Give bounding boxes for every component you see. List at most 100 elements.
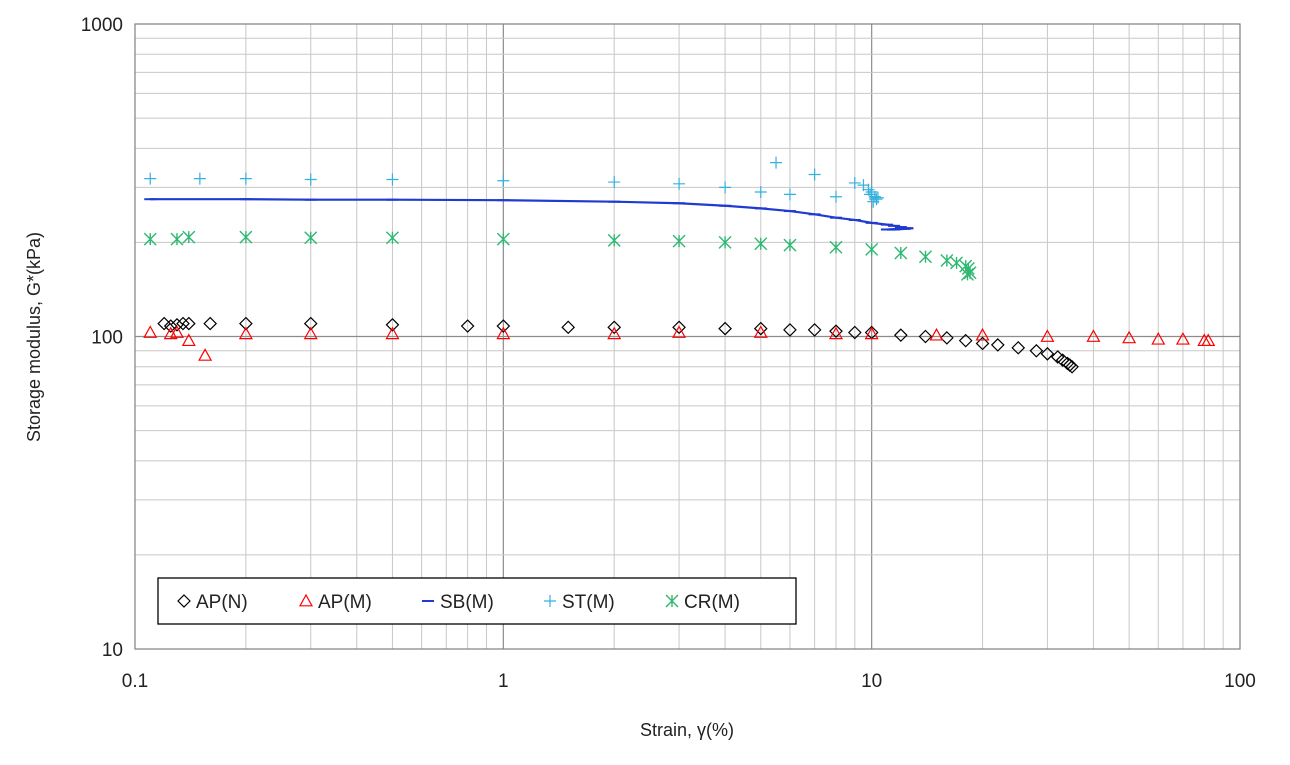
data-point bbox=[672, 234, 686, 248]
data-point bbox=[770, 156, 783, 169]
data-point bbox=[808, 168, 821, 181]
data-point bbox=[163, 319, 178, 333]
data-point bbox=[198, 348, 213, 361]
data-point bbox=[607, 320, 622, 335]
data-point bbox=[1122, 330, 1137, 344]
data-point bbox=[961, 262, 975, 276]
data-point bbox=[386, 173, 399, 186]
data-point bbox=[864, 188, 877, 201]
data-point bbox=[783, 238, 797, 252]
data-point bbox=[865, 242, 879, 256]
data-point bbox=[170, 317, 184, 332]
data-point bbox=[496, 326, 511, 340]
data-point bbox=[960, 267, 974, 281]
series-layer bbox=[143, 156, 1216, 374]
data-point bbox=[1151, 332, 1166, 345]
x-axis-title: Strain, γ(%) bbox=[640, 720, 734, 740]
legend-label: SB(M) bbox=[440, 592, 494, 613]
data-point bbox=[864, 326, 879, 340]
data-point bbox=[303, 316, 318, 331]
data-point bbox=[1062, 358, 1077, 372]
data-point bbox=[870, 193, 883, 206]
data-point bbox=[990, 338, 1005, 352]
data-point bbox=[239, 316, 253, 331]
data-point bbox=[304, 173, 317, 186]
data-point bbox=[181, 333, 196, 347]
data-point bbox=[940, 254, 954, 268]
data-point bbox=[950, 256, 964, 270]
legend-marker bbox=[665, 594, 679, 608]
data-point bbox=[460, 319, 475, 333]
data-point bbox=[239, 230, 253, 244]
data-point bbox=[1086, 329, 1101, 342]
data-point bbox=[1011, 340, 1026, 355]
data-point bbox=[1040, 347, 1055, 361]
data-point bbox=[754, 237, 768, 251]
tick-labels: 0.1 1 10 100 10 100 1000 bbox=[81, 15, 1256, 692]
y-tick-label: 100 bbox=[91, 328, 123, 349]
legend-item: AP(N) bbox=[177, 592, 248, 613]
data-point bbox=[975, 336, 990, 351]
data-point bbox=[783, 323, 797, 337]
data-point bbox=[182, 230, 196, 244]
data-point bbox=[496, 232, 510, 246]
data-point bbox=[385, 317, 400, 332]
data-point bbox=[893, 328, 908, 342]
data-point bbox=[719, 181, 732, 194]
x-tick-label: 100 bbox=[1224, 671, 1256, 692]
legend-item: ST(M) bbox=[544, 592, 615, 613]
x-tick-label: 10 bbox=[861, 671, 882, 692]
data-point bbox=[238, 326, 253, 340]
legend-marker bbox=[298, 593, 314, 607]
grid-layer bbox=[135, 24, 1240, 649]
series-line bbox=[150, 198, 908, 231]
data-point bbox=[894, 246, 908, 260]
data-point bbox=[143, 232, 157, 246]
data-point bbox=[143, 325, 158, 338]
data-point bbox=[303, 326, 318, 340]
legend-marker bbox=[177, 594, 191, 608]
data-point bbox=[1029, 343, 1044, 358]
data-point bbox=[829, 190, 842, 203]
data-point bbox=[673, 177, 686, 190]
legend-label: AP(N) bbox=[196, 592, 248, 613]
plot-frame bbox=[134, 23, 1241, 650]
data-point bbox=[865, 186, 878, 199]
data-point bbox=[497, 174, 510, 187]
data-point bbox=[561, 320, 576, 335]
legend-item: AP(M) bbox=[298, 592, 372, 613]
data-point bbox=[718, 321, 732, 336]
data-point bbox=[1040, 329, 1055, 342]
data-point bbox=[918, 329, 933, 344]
y-tick-label: 1000 bbox=[81, 15, 123, 36]
data-point bbox=[753, 321, 768, 336]
data-point bbox=[385, 326, 400, 340]
data-point bbox=[848, 176, 861, 189]
data-point bbox=[807, 323, 822, 337]
data-point bbox=[169, 325, 184, 338]
data-point bbox=[607, 326, 622, 340]
legend-item: CR(M) bbox=[665, 592, 740, 613]
data-point bbox=[496, 319, 511, 333]
data-point bbox=[176, 316, 190, 331]
data-point bbox=[170, 232, 184, 246]
data-point bbox=[828, 326, 843, 340]
data-point bbox=[753, 325, 768, 338]
data-point bbox=[754, 186, 767, 199]
data-point bbox=[385, 231, 399, 245]
data-point bbox=[239, 172, 252, 185]
x-tick-label: 0.1 bbox=[122, 671, 148, 692]
data-point bbox=[871, 191, 884, 204]
data-point bbox=[1175, 332, 1190, 345]
data-point bbox=[608, 176, 621, 189]
data-point bbox=[918, 250, 932, 264]
legend-label: ST(M) bbox=[562, 592, 615, 613]
data-point bbox=[829, 324, 843, 339]
legend-item: SB(M) bbox=[422, 592, 494, 613]
series-ST(M) bbox=[144, 156, 884, 208]
legend: AP(N) AP(M) SB(M) ST(M) CR(M) bbox=[157, 577, 797, 625]
data-point bbox=[1201, 333, 1216, 347]
data-point bbox=[144, 172, 157, 185]
